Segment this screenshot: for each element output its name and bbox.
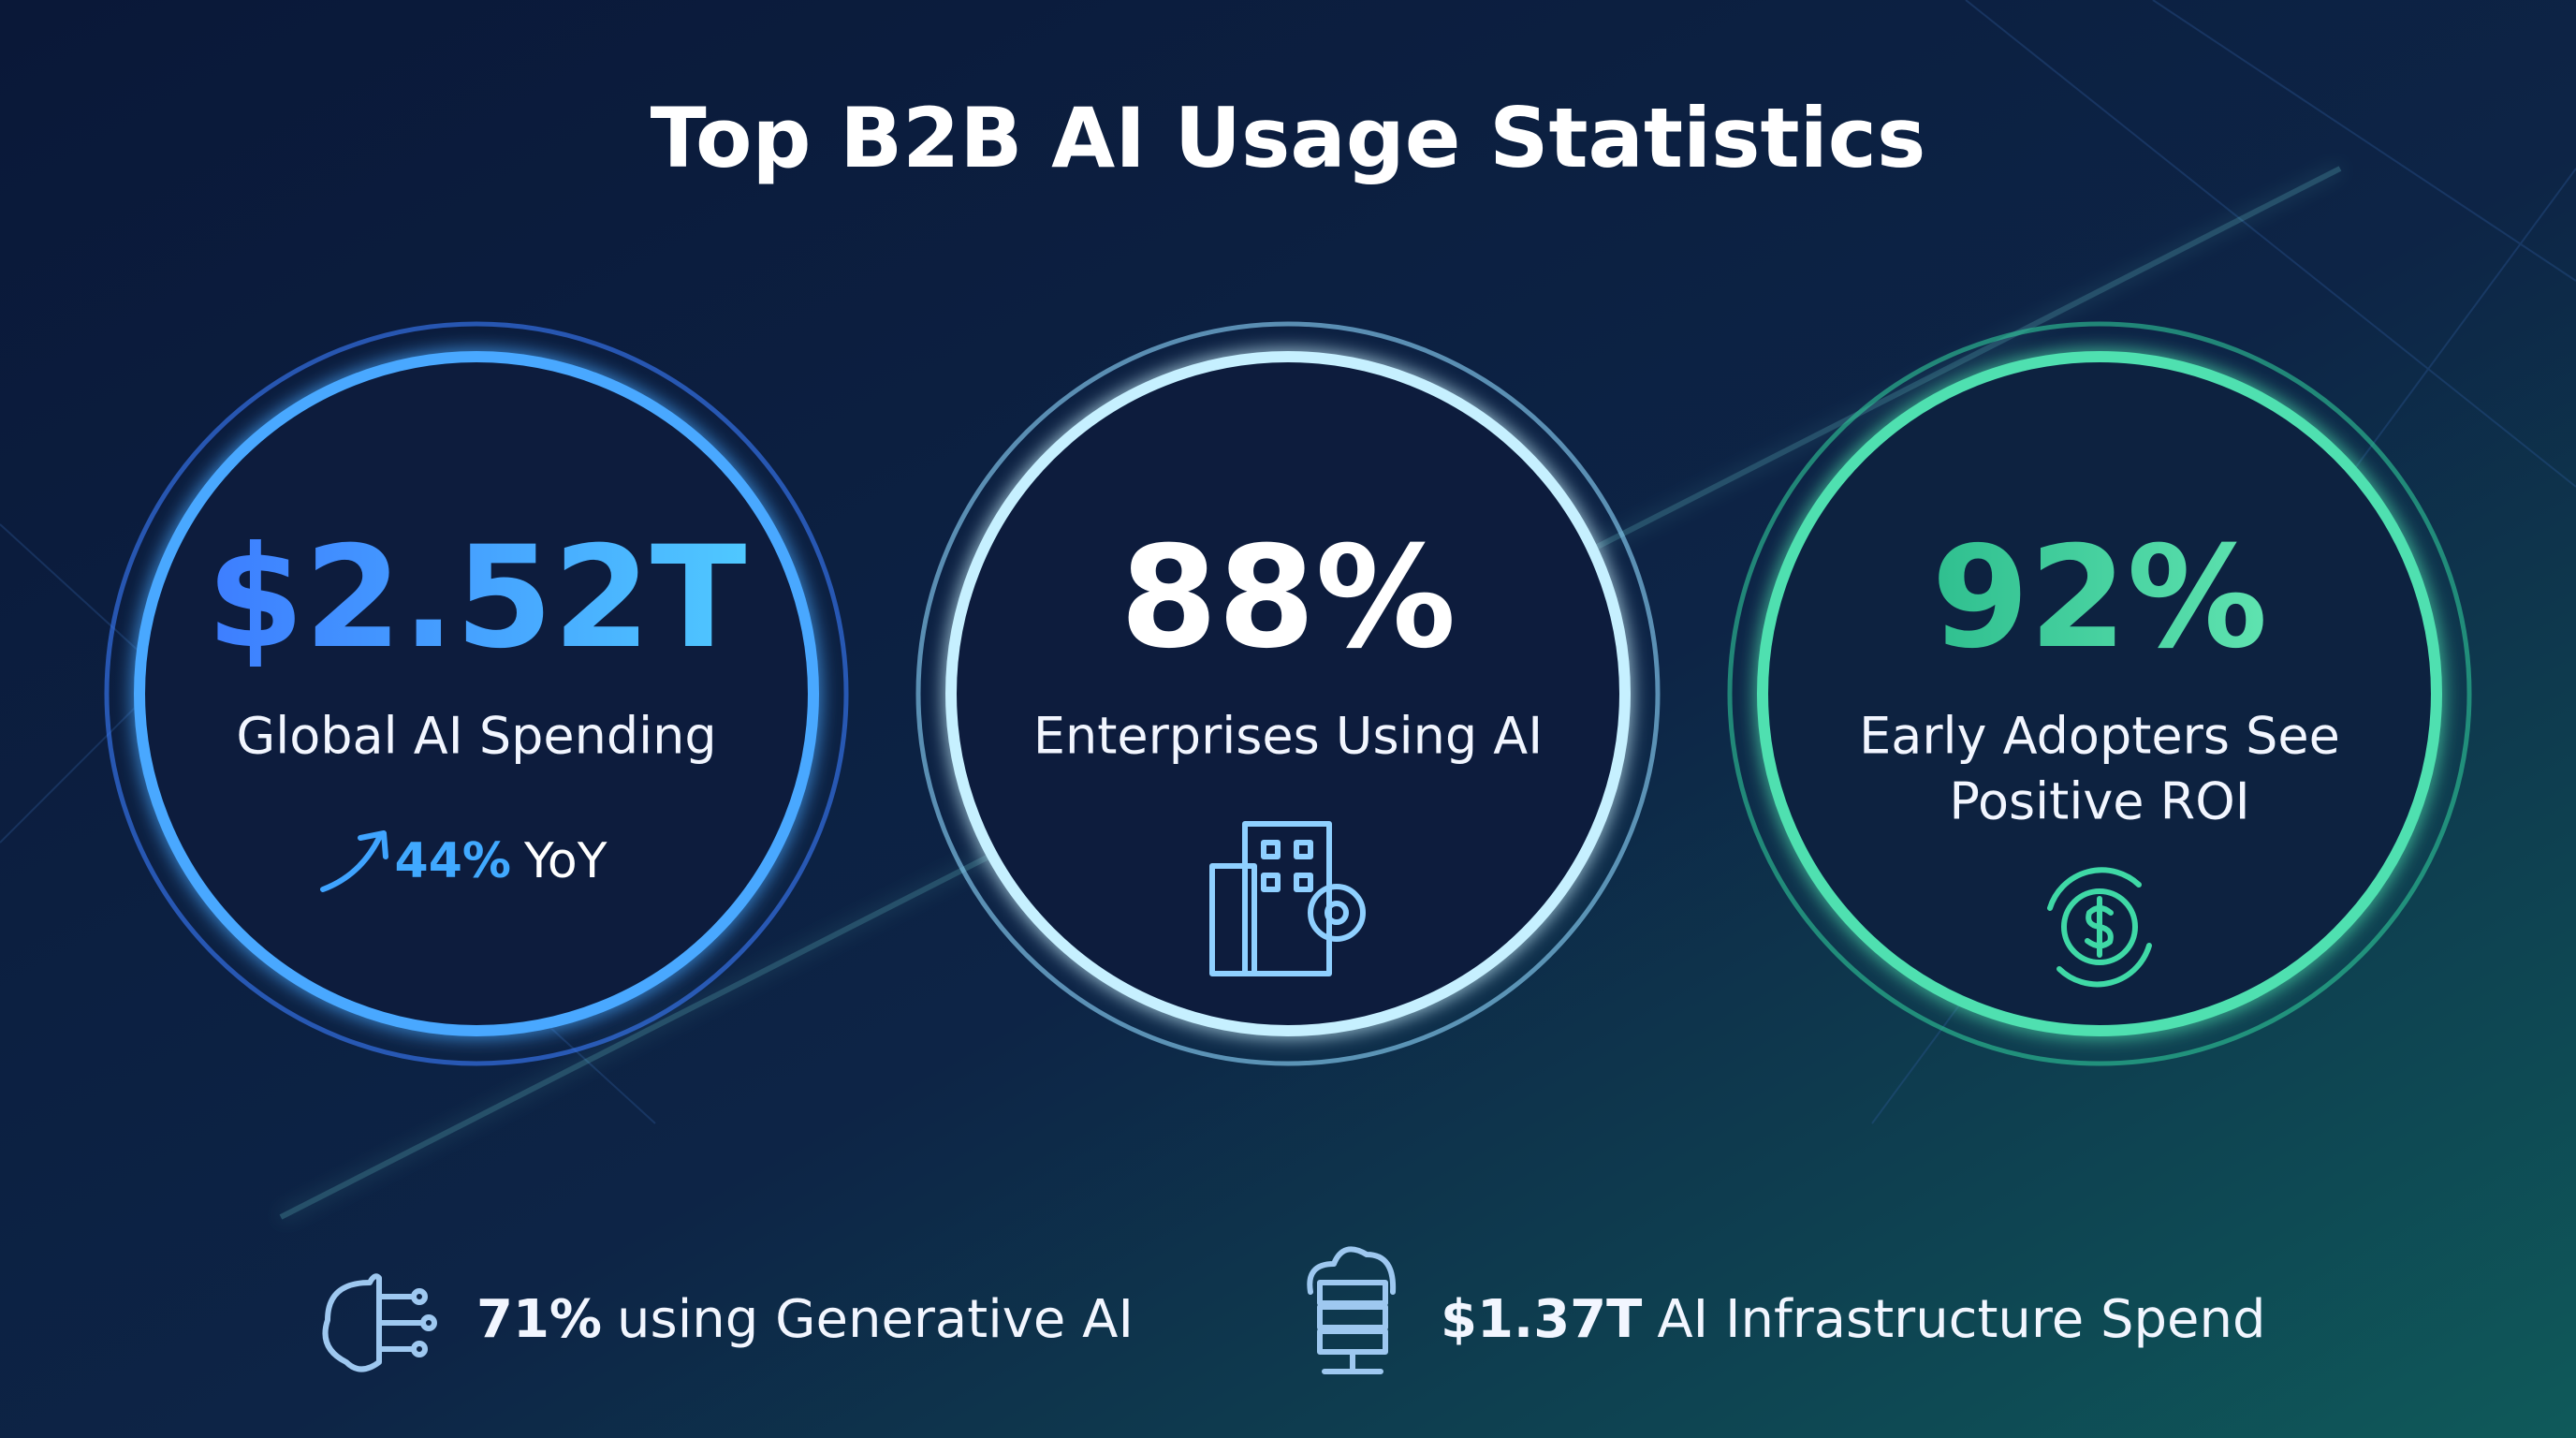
footer-stat: 71% using Generative AI [476, 1289, 1134, 1350]
inner-ring [134, 351, 819, 1036]
stat-value: 92% [1931, 517, 2267, 680]
outer-ring [104, 321, 849, 1066]
trend-suffix: YoY [523, 833, 607, 889]
footer-text: AI Infrastructure Spend [1657, 1289, 2265, 1350]
roi-icon [2047, 867, 2152, 988]
footer-value: $1.37T [1441, 1289, 1642, 1350]
title: Top B2B AI Usage Statistics [651, 90, 1926, 186]
stat-value: $2.52T [207, 517, 747, 680]
stat-label: Positive ROI [1949, 772, 2249, 831]
trend: 44% YoY [395, 833, 607, 889]
inner-ring [1757, 351, 2442, 1036]
brain-icon [322, 1273, 437, 1372]
trend-arrow [320, 830, 388, 892]
stat-label: Early Adopters See [1859, 707, 2340, 766]
footer-stat: $1.37T AI Infrastructure Spend [1441, 1289, 2266, 1350]
footer-value: 71% [476, 1289, 602, 1350]
stat-label: Global AI Spending [236, 707, 716, 766]
stat-card: 92% Early Adopters See Positive ROI [1727, 321, 2472, 1066]
outer-ring [915, 321, 1661, 1066]
inner-ring [945, 351, 1631, 1036]
building-icon [1209, 821, 1366, 976]
footer-text: using Generative AI [617, 1289, 1134, 1350]
server-cloud-icon [1307, 1246, 1397, 1374]
outer-ring [1727, 321, 2472, 1066]
stat-label: Enterprises Using AI [1033, 707, 1543, 766]
stat-card: 88% Enterprises Using AI [915, 321, 1661, 1066]
stat-value: 88% [1120, 517, 1456, 680]
stat-card: $2.52T Global AI Spending 44% YoY [104, 321, 849, 1066]
trend-value: 44% [395, 833, 511, 889]
